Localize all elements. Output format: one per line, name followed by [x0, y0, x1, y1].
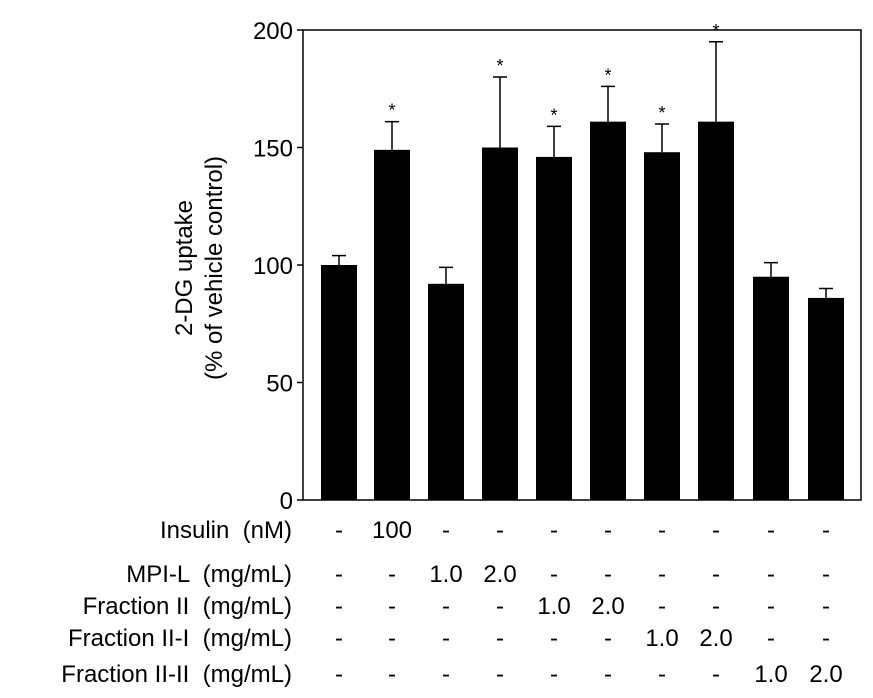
error-bar	[819, 287, 833, 298]
treatment-cell: -	[335, 561, 343, 588]
error-bars-group	[332, 41, 833, 298]
y-tick-label: 100	[253, 253, 293, 280]
treatment-cell: -	[712, 593, 720, 620]
treatment-cell: -	[550, 517, 558, 544]
significance-mark: *	[658, 103, 665, 123]
treatment-cell: -	[335, 661, 343, 688]
treatment-cell: -	[658, 661, 666, 688]
significance-mark: *	[496, 56, 503, 76]
treatment-cell: -	[388, 661, 396, 688]
y-tick-label: 150	[253, 136, 293, 163]
treatment-cell: 1.0	[754, 661, 787, 688]
y-axis-title-line-2: (% of vehicle control)	[201, 156, 228, 380]
treatment-cell: -	[335, 625, 343, 652]
y-tick-label: 0	[280, 488, 293, 515]
bars-group	[321, 121, 844, 501]
bar	[753, 276, 789, 500]
y-axis-ticks: 0 50 100 150 200	[253, 18, 303, 515]
treatment-cell: -	[767, 561, 775, 588]
treatment-cell: -	[822, 561, 830, 588]
error-bar	[439, 266, 453, 284]
treatment-cell: -	[388, 561, 396, 588]
significance-mark: *	[550, 105, 557, 125]
treatment-cell: -	[550, 561, 558, 588]
treatment-cell: -	[658, 593, 666, 620]
error-bar	[385, 120, 399, 150]
y-axis-title: 2-DG uptake (% of vehicle control)	[171, 156, 228, 380]
bar	[321, 265, 357, 500]
bar	[482, 147, 518, 500]
significance-marks-group: ******	[388, 21, 719, 126]
treatment-cell: -	[767, 625, 775, 652]
y-tick-label: 50	[266, 371, 293, 398]
treatment-cell: -	[442, 661, 450, 688]
treatment-cell: -	[658, 561, 666, 588]
y-axis-title-line-1: 2-DG uptake	[171, 200, 198, 336]
treatment-cell: -	[604, 517, 612, 544]
treatment-cell: -	[767, 517, 775, 544]
treatment-cell: -	[658, 517, 666, 544]
bar	[374, 149, 410, 500]
treatment-cell: -	[767, 593, 775, 620]
treatment-cell: -	[442, 593, 450, 620]
treatment-cell: 1.0	[429, 561, 462, 588]
error-bar	[493, 76, 507, 148]
treatment-cell: -	[496, 517, 504, 544]
bar	[698, 121, 734, 501]
y-tick-label: 200	[253, 18, 293, 45]
treatment-cell: 1.0	[537, 593, 570, 620]
error-bar	[601, 85, 615, 122]
treatment-row-label: Fraction II-II (mg/mL)	[61, 661, 292, 688]
bar	[590, 121, 626, 501]
treatment-cell: -	[335, 517, 343, 544]
treatment-cell: -	[388, 593, 396, 620]
treatment-table: Insulin (nM) - 100 - - - - - - - - MPI-L (mg/mL) - - 1…	[61, 517, 842, 688]
treatment-cell: -	[712, 517, 720, 544]
bar	[428, 283, 464, 500]
error-bar	[332, 254, 346, 265]
treatment-cell: -	[550, 661, 558, 688]
significance-mark: *	[604, 65, 611, 85]
significance-mark: *	[388, 101, 395, 121]
treatment-cell: -	[712, 561, 720, 588]
treatment-cell: -	[604, 561, 612, 588]
treatment-cell: -	[496, 593, 504, 620]
treatment-cell: -	[604, 625, 612, 652]
treatment-cell: -	[822, 517, 830, 544]
treatment-cell: -	[442, 517, 450, 544]
error-bar	[709, 41, 723, 122]
plot-frame	[302, 29, 862, 501]
treatment-cell: 2.0	[809, 661, 842, 688]
treatment-row-label: Fraction II-I (mg/mL)	[68, 625, 292, 652]
treatment-cell: -	[712, 661, 720, 688]
treatment-cell: 1.0	[645, 625, 678, 652]
treatment-cell: 2.0	[591, 593, 624, 620]
error-bar	[655, 123, 669, 153]
treatment-row-label: MPI-L (mg/mL)	[126, 561, 292, 588]
treatment-cell: -	[550, 625, 558, 652]
treatment-cell: -	[822, 625, 830, 652]
treatment-cell: -	[496, 625, 504, 652]
treatment-cell: -	[442, 625, 450, 652]
treatment-cell: -	[496, 661, 504, 688]
treatment-cell: -	[388, 625, 396, 652]
error-bar	[547, 125, 561, 157]
error-bar	[764, 261, 778, 277]
treatment-cell: -	[604, 661, 612, 688]
treatment-cell: -	[822, 593, 830, 620]
treatment-cell: 2.0	[699, 625, 732, 652]
treatment-cell: 2.0	[483, 561, 516, 588]
treatment-cell: 100	[372, 517, 412, 544]
treatment-row-label: Insulin (nM)	[160, 517, 292, 544]
treatment-row-label: Fraction II (mg/mL)	[83, 593, 292, 620]
treatment-cell: -	[335, 593, 343, 620]
bar	[644, 152, 680, 500]
bar	[536, 156, 572, 500]
bar	[808, 297, 844, 500]
